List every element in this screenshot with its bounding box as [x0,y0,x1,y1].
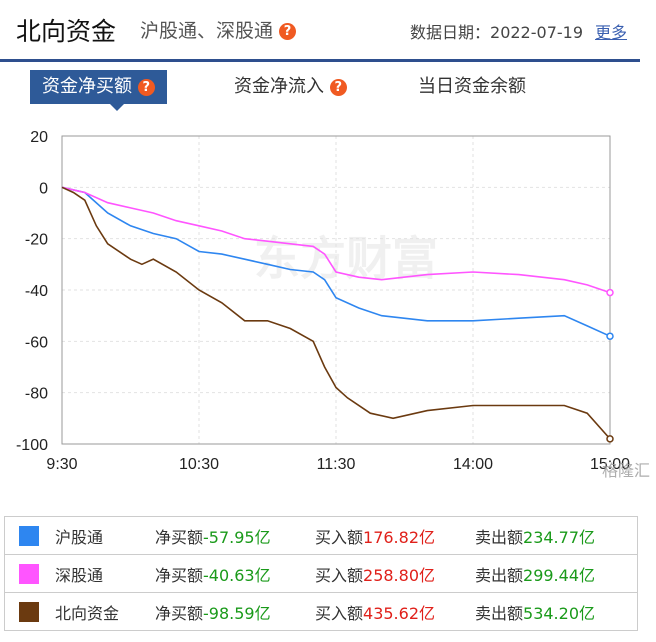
tab-daily-balance[interactable]: 当日资金余额 [418,70,526,104]
buy-amount: 买入额176.82亿 [315,524,475,548]
net-buy-value: -40.63亿 [203,565,271,585]
tab-daily-balance-label: 当日资金余额 [418,76,526,97]
legend-name: 深股通 [55,565,104,585]
help-icon[interactable]: ? [329,78,347,96]
series-end-point [606,435,614,443]
data-date: 数据日期：2022-07-19 [410,19,583,43]
net-buy: 净买额-40.63亿 [155,562,315,586]
tab-net-buy-label: 资金净买额 [42,76,132,97]
help-icon[interactable]: ? [279,23,297,40]
sell-value: 534.20亿 [523,603,596,623]
net-buy-label: 净买额 [155,603,204,623]
series-line-深股通 [61,186,611,294]
legend-swatch [19,525,39,546]
tab-net-buy[interactable]: 资金净买额 ? [30,70,167,104]
net-buy: 净买额-57.95亿 [155,524,315,548]
legend-row-sz: 深股通 净买额-40.63亿 买入额258.80亿 卖出额299.44亿 [4,554,638,593]
net-buy-value: -57.95亿 [203,527,271,547]
sell-label: 卖出额 [475,603,524,623]
series-end-point [606,332,614,340]
tab-net-inflow[interactable]: 资金净流入 ? [234,70,347,104]
legend-name: 北向资金 [55,603,120,623]
y-tick-label: -80 [25,386,48,403]
net-buy-label: 净买额 [155,527,204,547]
y-tick-label: 0 [39,180,48,197]
x-tick-label: 14:00 [453,456,493,473]
net-buy: 净买额-98.59亿 [155,600,315,624]
net-buy-value: -98.59亿 [203,603,271,623]
more-link[interactable]: 更多 [595,23,628,42]
tab-bar: 资金净买额 ? 资金净流入 ? 当日资金余额 [0,70,640,110]
page-subtitle: 沪股通、深股通 ? [140,16,297,43]
y-tick-label: -20 [25,232,48,249]
legend-table: 沪股通 净买额-57.95亿 买入额176.82亿 卖出额234.77亿 深股通 净买额… [4,516,638,631]
buy-label: 买入额 [315,565,364,585]
active-tab-pointer [110,104,124,111]
legend-row-sh: 沪股通 净买额-57.95亿 买入额176.82亿 卖出额234.77亿 [4,516,638,555]
sell-value: 299.44亿 [523,565,596,585]
x-tick-label: 10:30 [179,456,219,473]
series-end-point [606,288,614,297]
y-tick-label: 20 [30,129,48,146]
buy-amount: 买入额435.62亿 [315,600,475,624]
sell-amount: 卖出额299.44亿 [475,562,635,586]
corner-watermark: 格隆汇 [602,461,650,480]
buy-value: 435.62亿 [363,603,436,623]
x-tick-label: 15:00 [590,456,630,473]
sell-amount: 卖出额234.77亿 [475,524,635,548]
y-tick-label: -40 [25,283,48,300]
tab-net-inflow-label: 资金净流入 [234,76,324,97]
buy-label: 买入额 [315,603,364,623]
series-line-沪股通 [61,186,611,337]
buy-amount: 买入额258.80亿 [315,562,475,586]
plot-frame [61,135,611,445]
buy-value: 176.82亿 [363,527,436,547]
y-tick-label: -60 [25,334,48,351]
sell-value: 234.77亿 [523,527,596,547]
sell-amount: 卖出额534.20亿 [475,600,635,624]
x-tick-label: 9:30 [46,456,77,473]
buy-value: 258.80亿 [363,565,436,585]
sell-label: 卖出额 [475,565,524,585]
buy-label: 买入额 [315,527,364,547]
sell-label: 卖出额 [475,527,524,547]
subtitle-text: 沪股通、深股通 [140,20,274,42]
series-line-北向资金 [61,186,611,440]
y-tick-label: -100 [16,437,48,454]
page-title: 北向资金 [16,17,117,46]
legend-swatch [19,563,39,584]
x-tick-label: 11:30 [317,456,356,473]
data-date-value: 2022-07-19 [490,23,583,42]
legend-row-north: 北向资金 净买额-98.59亿 买入额435.62亿 卖出额534.20亿 [4,592,638,631]
legend-name: 沪股通 [55,527,104,547]
help-icon[interactable]: ? [137,78,155,96]
legend-swatch [19,601,39,622]
net-buy-label: 净买额 [155,565,204,585]
header-divider [0,59,640,62]
data-date-label: 数据日期： [410,23,491,42]
header: 北向资金 沪股通、深股通 ? 数据日期：2022-07-19 更多 [0,0,640,60]
